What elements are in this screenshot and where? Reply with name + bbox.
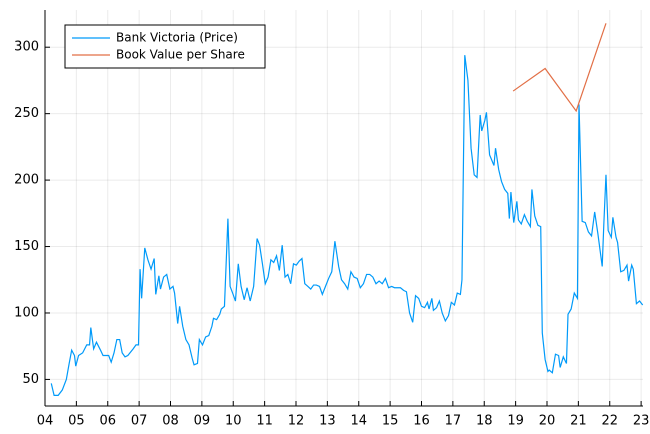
x-tick-label: 23 xyxy=(633,414,650,429)
legend-label: Book Value per Share xyxy=(116,48,245,62)
y-tick-label: 50 xyxy=(22,372,39,387)
x-tick-label: 05 xyxy=(68,414,85,429)
legend: Bank Victoria (Price) Book Value per Shar… xyxy=(64,24,266,69)
x-tick-label: 21 xyxy=(570,414,587,429)
x-tick-label: 04 xyxy=(37,414,54,429)
line-series xyxy=(50,55,644,396)
x-tick-label: 16 xyxy=(413,414,430,429)
x-tick-label: 08 xyxy=(162,414,179,429)
x-tick-label: 22 xyxy=(601,414,618,429)
line-series xyxy=(512,23,607,113)
x-tick-label: 13 xyxy=(319,414,336,429)
y-tick-label: 150 xyxy=(14,239,39,254)
x-tick-label: 09 xyxy=(194,414,211,429)
y-tick-label: 100 xyxy=(14,305,39,320)
y-tick-label: 250 xyxy=(14,106,39,121)
x-tick-label: 10 xyxy=(225,414,242,429)
x-tick-label: 14 xyxy=(350,414,367,429)
x-tick-label: 15 xyxy=(382,414,399,429)
y-tick-label: 200 xyxy=(14,173,39,188)
legend-label: Bank Victoria (Price) xyxy=(116,31,238,45)
legend-box xyxy=(64,24,266,69)
x-tick-label: 20 xyxy=(539,414,556,429)
x-tick-label: 12 xyxy=(288,414,305,429)
x-tick-label: 17 xyxy=(445,414,462,429)
x-tick-label: 18 xyxy=(476,414,493,429)
x-tick-label: 11 xyxy=(256,414,273,429)
x-tick-label: 19 xyxy=(507,414,524,429)
x-tick-label: 06 xyxy=(99,414,116,429)
x-tick-label: 07 xyxy=(131,414,148,429)
y-tick-label: 300 xyxy=(14,40,39,55)
